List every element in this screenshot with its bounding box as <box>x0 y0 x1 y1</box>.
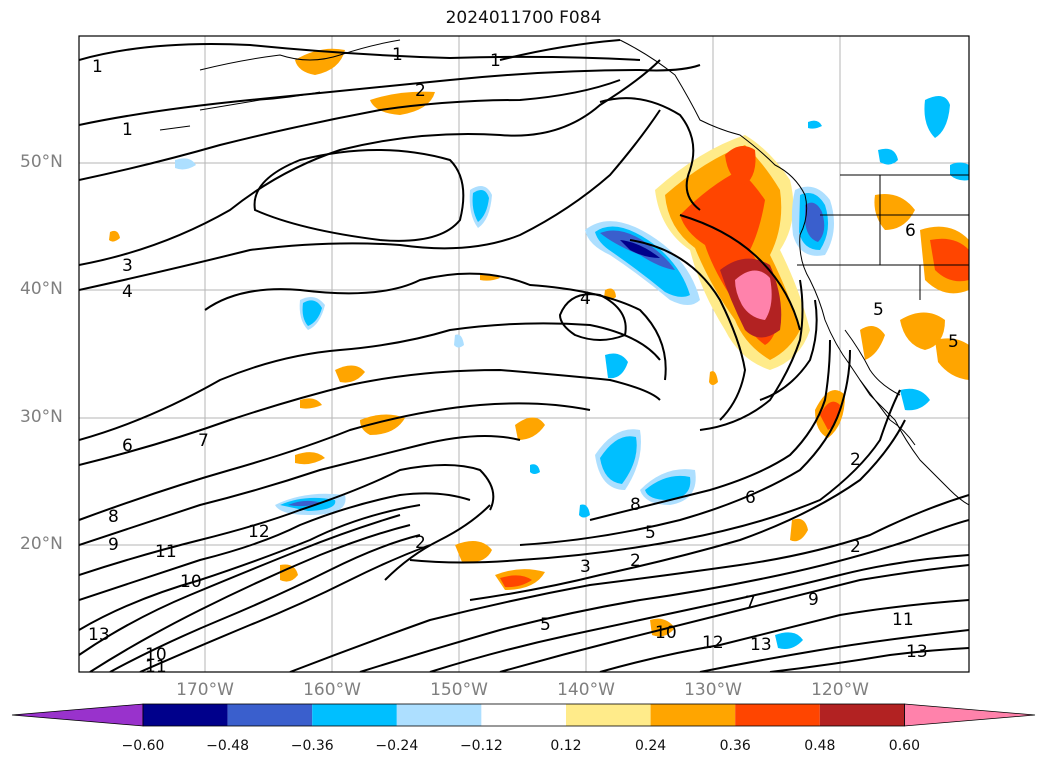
colorbar-tick-label: −0.24 <box>375 738 419 754</box>
lon-label: 170°W <box>176 680 234 700</box>
contour-label: 2 <box>630 551 641 571</box>
contour-label: 7 <box>745 593 756 613</box>
lon-label: 150°W <box>430 680 488 700</box>
colorbar-tick-label: 0.60 <box>888 738 920 754</box>
map-title: 2024011700 F084 <box>445 8 602 28</box>
contour-label: 13 <box>88 625 110 645</box>
contour-label: 1 <box>92 57 103 77</box>
contour-label: 12 <box>702 633 724 653</box>
contour-label: 6 <box>122 436 133 456</box>
negative-shading <box>175 96 969 649</box>
colorbar-swatch <box>143 704 228 726</box>
contour-label: 2 <box>850 450 861 470</box>
contour-label: 1 <box>122 120 133 140</box>
colorbar-extend-low <box>11 703 144 727</box>
lon-label: 120°W <box>811 680 869 700</box>
contour-label: 5 <box>645 523 656 543</box>
colorbar-tick-label: −0.48 <box>206 738 250 754</box>
colorbar-swatch <box>227 704 313 726</box>
colorbar-tick-label: 0.36 <box>719 738 751 754</box>
contour-label: 10 <box>180 572 202 592</box>
plot-frame <box>78 35 970 673</box>
contour-label: 1 <box>392 45 403 65</box>
map-plot: 1 1 1 2 1 3 4 4 6 7 8 9 11 12 10 13 10 1… <box>78 35 970 677</box>
contour-label: 4 <box>580 289 591 309</box>
contour-label: 3 <box>122 256 133 276</box>
colorbar-swatch <box>481 704 566 726</box>
contour-label: 7 <box>198 431 209 451</box>
contour-label: 2 <box>850 537 861 557</box>
lat-label: 20°N <box>20 534 63 554</box>
positive-shading <box>109 48 969 637</box>
contour-label: 11 <box>145 657 167 677</box>
colorbar-tick-label: −0.12 <box>459 738 503 754</box>
colorbar-swatch <box>312 704 397 726</box>
contour-label: 2 <box>415 81 426 101</box>
colorbar-swatch <box>735 704 820 726</box>
colorbar-tick-label: 0.24 <box>635 738 667 754</box>
colorbar-outline <box>142 703 905 727</box>
colorbar-extend-high <box>904 703 1036 727</box>
colorbar-tick-label: 0.12 <box>550 738 582 754</box>
colorbar-tick-label: −0.60 <box>121 738 165 754</box>
contour-label: 2 <box>415 533 426 553</box>
contour-label: 5 <box>540 615 551 635</box>
contour-label: 5 <box>948 332 959 352</box>
coastlines <box>159 39 969 506</box>
contour-label: 9 <box>808 590 819 610</box>
contour-label: 12 <box>248 522 270 542</box>
lat-label: 50°N <box>20 152 63 172</box>
contour-label: 9 <box>108 535 119 555</box>
colorbar-swatch <box>566 704 651 726</box>
lon-label: 160°W <box>303 680 361 700</box>
lat-label: 40°N <box>20 279 63 299</box>
colorbar-tick-label: −0.36 <box>290 738 334 754</box>
contour-labels: 1 1 1 2 1 3 4 4 6 7 8 9 11 12 10 13 10 1… <box>88 45 959 677</box>
lon-label: 140°W <box>557 680 615 700</box>
contour-label: 8 <box>108 507 119 527</box>
colorbar <box>11 703 1036 727</box>
contour-label: 8 <box>630 495 641 515</box>
contour-label: 13 <box>750 635 772 655</box>
contours <box>79 39 969 672</box>
gridlines <box>79 36 969 672</box>
contour-label: 6 <box>905 221 916 241</box>
contour-label: 5 <box>873 300 884 320</box>
lat-label: 30°N <box>20 407 63 427</box>
contour-label: 1 <box>490 51 501 71</box>
colorbar-swatch <box>396 704 482 726</box>
contour-label: 11 <box>155 542 177 562</box>
colorbar-swatch <box>650 704 736 726</box>
colorbar-tick-label: 0.48 <box>804 738 836 754</box>
contour-label: 13 <box>906 642 928 662</box>
contour-label: 10 <box>145 645 167 665</box>
contour-label: 4 <box>122 282 133 302</box>
lon-label: 130°W <box>684 680 742 700</box>
colorbar-swatch <box>819 704 905 726</box>
contour-label: 6 <box>745 488 756 508</box>
contour-label: 10 <box>655 623 677 643</box>
contour-label: 3 <box>580 557 591 577</box>
contour-label: 11 <box>892 610 914 630</box>
